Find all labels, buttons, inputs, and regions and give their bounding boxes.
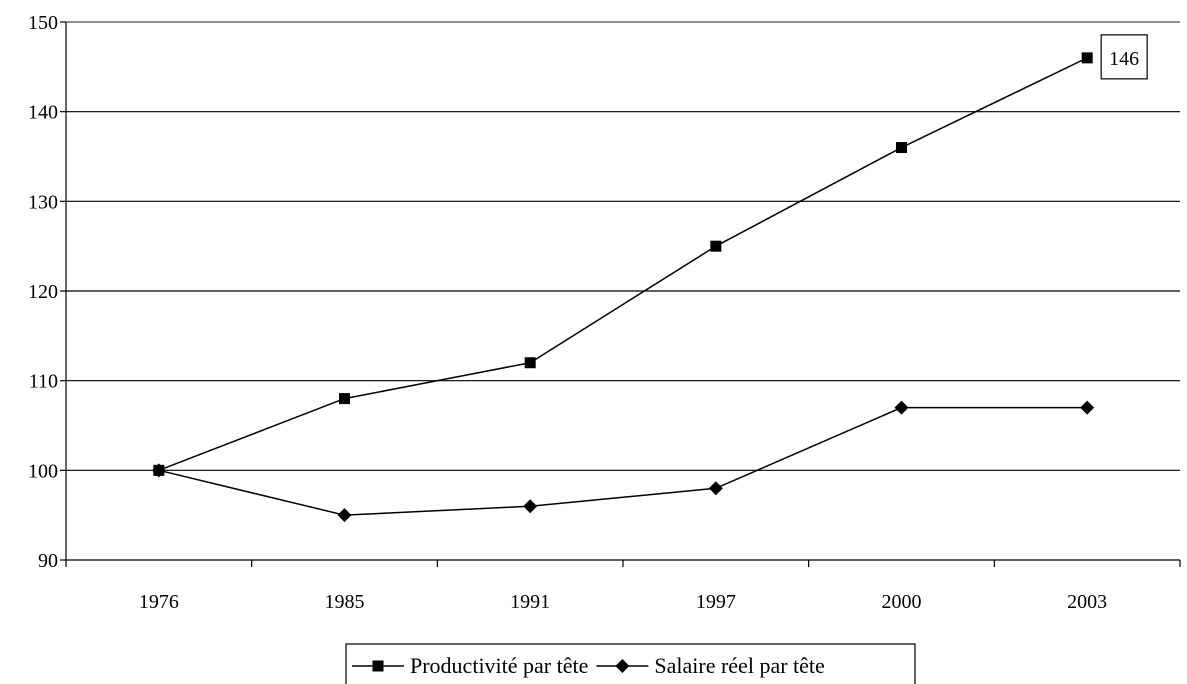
y-tick-label: 130 xyxy=(28,191,58,213)
legend: Productivité par tête Salaire réel par tê… xyxy=(345,643,916,684)
y-tick-label: 90 xyxy=(38,550,58,572)
legend-diamond-marker xyxy=(615,659,630,673)
data-point-square xyxy=(524,357,536,369)
series-line xyxy=(158,406,1088,516)
y-tick-label: 110 xyxy=(29,371,58,393)
y-tick-label: 140 xyxy=(28,102,58,124)
legend-box xyxy=(345,643,916,684)
y-tick-label: 120 xyxy=(28,281,58,303)
data-label-box xyxy=(1100,34,1148,80)
data-point-square xyxy=(896,142,907,154)
x-tick-label: 1991 xyxy=(510,591,550,613)
x-tick-label: 1985 xyxy=(325,591,365,613)
data-point-diamond xyxy=(708,481,723,496)
y-tick-label: 100 xyxy=(28,460,58,482)
data-label: 146 xyxy=(1109,48,1139,70)
data-point-diamond xyxy=(151,463,166,478)
data-point-square xyxy=(1081,52,1093,64)
x-tick-label: 1997 xyxy=(696,591,736,613)
legend-square-marker xyxy=(372,660,384,672)
annotations: 146 xyxy=(1100,34,1148,80)
series-line xyxy=(158,57,1088,472)
series-group xyxy=(151,52,1095,523)
axes xyxy=(60,21,1181,567)
data-point-square xyxy=(710,240,722,252)
x-tick-label: 2000 xyxy=(882,591,922,613)
x-tick-labels: 1976 1985 1991 1997 2000 2003 xyxy=(139,591,1107,613)
series-0 xyxy=(153,52,1093,476)
data-point-diamond xyxy=(523,499,538,514)
legend-item-0: Productivité par tête xyxy=(352,653,588,678)
x-tick-label: 2003 xyxy=(1067,591,1107,613)
y-tick-labels: 90 100 110 120 130 140 150 xyxy=(28,12,58,572)
x-tick-label: 1976 xyxy=(139,591,179,613)
legend-label: Productivité par tête xyxy=(410,653,588,678)
y-tick-label: 150 xyxy=(28,12,58,34)
legend-item-1: Salaire réel par tête xyxy=(596,653,825,678)
data-point-square xyxy=(339,393,350,405)
legend-label: Salaire réel par tête xyxy=(654,653,824,678)
series-1 xyxy=(151,400,1095,523)
data-point-diamond xyxy=(894,400,909,415)
data-point-diamond xyxy=(1080,400,1095,415)
gridlines xyxy=(66,21,1180,471)
data-point-diamond xyxy=(337,508,352,523)
